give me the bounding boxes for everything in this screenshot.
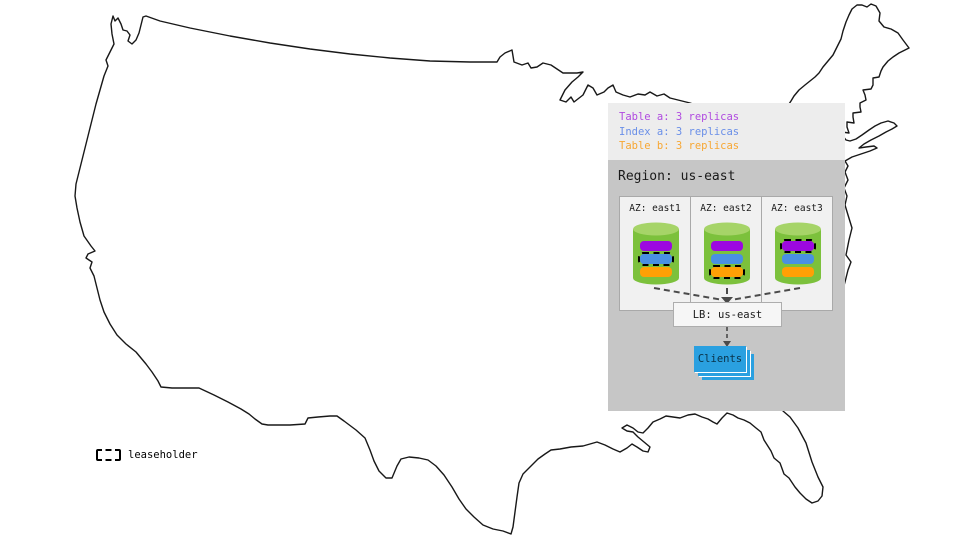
leaseholder-swatch-icon	[96, 449, 121, 461]
replica-bar-index-a	[780, 252, 816, 266]
leaseholder-key: leaseholder	[96, 449, 198, 461]
region-panel: Region: us-east AZ: east1 AZ: east2	[608, 160, 845, 411]
az-box-east2: AZ: east2	[690, 196, 762, 311]
az-label: AZ: east3	[771, 203, 823, 214]
replica-bar-table-a	[780, 239, 816, 253]
replica-bar-index-a	[638, 252, 674, 266]
replica-bar-table-a	[638, 239, 674, 253]
az-box-east3: AZ: east3	[761, 196, 833, 311]
replica-bar-table-a	[709, 239, 745, 253]
az-label: AZ: east1	[629, 203, 681, 214]
az-box-east1: AZ: east1	[619, 196, 691, 311]
clients-box: Clients	[694, 346, 746, 372]
replica-bar-index-a	[709, 252, 745, 266]
replica-legend: Table a: 3 replicas Index a: 3 replicas …	[608, 103, 845, 160]
az-label: AZ: east2	[700, 203, 752, 214]
us-border-path	[74, 3, 910, 535]
load-balancer-box: LB: us-east	[673, 302, 782, 327]
replica-bar-table-b	[780, 265, 816, 279]
replica-bar-table-b	[709, 265, 745, 279]
region-title: Region: us-east	[618, 169, 736, 184]
legend-table-b: Table b: 3 replicas	[619, 140, 740, 152]
replica-bar-table-b	[638, 265, 674, 279]
legend-table-a: Table a: 3 replicas	[619, 111, 740, 123]
az-panel: AZ: east1 AZ: east2	[619, 196, 833, 311]
legend-index-a: Index a: 3 replicas	[619, 125, 740, 138]
leaseholder-key-label: leaseholder	[128, 449, 198, 461]
